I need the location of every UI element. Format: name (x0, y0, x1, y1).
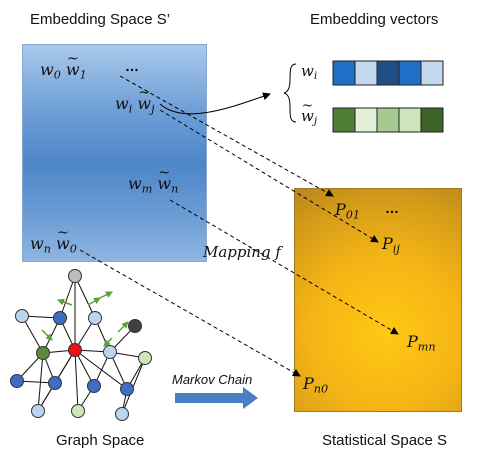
graph-node-lg1 (138, 351, 152, 365)
graph-space-title: Graph Space (56, 432, 145, 449)
graph-edge-17 (74, 349, 79, 412)
vector-wj-cell-4 (420, 107, 444, 133)
vector-wj-cell-2 (376, 107, 400, 133)
embedding-dots: … (125, 58, 139, 74)
graph-node-top (68, 269, 82, 283)
graph-edge-7 (74, 317, 96, 351)
graph-node-bl3 (87, 379, 101, 393)
embedding-label-w0-w1: w0 w1 (40, 51, 87, 82)
graph-edge-10 (42, 349, 76, 354)
graph-edge-22 (93, 351, 111, 387)
graph-edge-19 (74, 349, 128, 390)
graph-node-bl1 (10, 374, 24, 388)
graph-edge-23 (126, 357, 146, 390)
embedding-space-title: Embedding Space S’ (30, 11, 171, 28)
statistical-space-title: Statistical Space S (322, 432, 448, 449)
embedding-label-wi-wj: wi wj (115, 85, 155, 116)
graph-edges (16, 275, 146, 415)
graph-edge-13 (37, 352, 44, 412)
vector-brace (283, 63, 297, 123)
vector-wi-cell-1 (354, 60, 378, 86)
mapping-label: Mapping f (203, 243, 281, 261)
graph-node-l1 (53, 311, 67, 325)
graph-edge-9 (109, 325, 136, 353)
vector-wi-cells (332, 60, 444, 86)
graph-node-red (68, 343, 82, 357)
graph-flow-arrow-3 (117, 321, 129, 333)
vector-wi-cell-3 (398, 60, 422, 86)
markov-chain-arrow (175, 387, 258, 409)
graph-edge-11 (16, 352, 44, 382)
stat-label-p01: P01 (335, 200, 361, 222)
graph-edge-3 (21, 315, 44, 354)
graph-flow-arrows (41, 291, 129, 347)
vector-label-wi: wi (301, 62, 318, 83)
graph-nodes (10, 269, 152, 421)
graph-node-lbb (31, 404, 45, 418)
graph-edge-27 (77, 385, 95, 412)
graph-flow-arrow-2 (41, 329, 53, 341)
graph-flow-arrow-4 (103, 337, 113, 347)
graph-edge-4 (21, 315, 61, 319)
vector-wi-cell-4 (420, 60, 444, 86)
embedding-vectors-title: Embedding vectors (310, 11, 439, 28)
graph-flow-arrow-0 (57, 298, 73, 306)
graph-node-tl (15, 309, 29, 323)
graph-flow-arrow-1 (87, 297, 101, 306)
embedding-label-wm-wn: wm wn (128, 165, 178, 196)
graph-node-gn (36, 346, 50, 360)
graph-node-bl2 (48, 376, 62, 390)
stat-label-pn0: Pn0 (303, 374, 329, 396)
graph-edge-21 (109, 351, 128, 390)
graph-edge-14 (74, 349, 111, 353)
vector-wj-cell-1 (354, 107, 378, 133)
graph-edge-20 (109, 351, 146, 359)
graph-edge-0 (59, 275, 76, 319)
vector-wi-cell-0 (332, 60, 356, 86)
graph-edge-6 (59, 317, 76, 351)
graph-node-lb1 (103, 345, 117, 359)
vector-wj-cells (332, 107, 444, 133)
vector-wj-cell-3 (398, 107, 422, 133)
graph-node-lgb (71, 404, 85, 418)
vector-label-wj: wj (301, 98, 317, 127)
graph-node-m1 (88, 311, 102, 325)
graph-edge-2 (74, 275, 96, 319)
graph-node-bl4 (120, 382, 134, 396)
graph-edge-16 (74, 349, 95, 387)
graph-node-lbb2 (115, 407, 129, 421)
graph-edge-15 (54, 349, 76, 384)
markov-chain-label: Markov Chain (172, 372, 253, 387)
mapping-arrow-w0-pn0 (79, 249, 301, 377)
graph-edge-5 (42, 317, 61, 354)
embedding-label-wn-w0: wn w0 (30, 225, 77, 256)
graph-edge-25 (16, 380, 56, 384)
graph-edge-18 (37, 349, 76, 412)
graph-edge-24 (121, 357, 146, 415)
graph-flow-arrow-5 (99, 291, 113, 299)
stat-dots: … (385, 200, 399, 216)
graph-edge-26 (37, 382, 56, 412)
stat-label-pmn: Pmn (407, 332, 436, 354)
vector-wi-cell-2 (376, 60, 400, 86)
graph-edge-12 (42, 352, 56, 384)
graph-edge-8 (94, 317, 111, 353)
graph-node-dk (128, 319, 142, 333)
vector-wj-cell-0 (332, 107, 356, 133)
stat-label-pij: Pij (382, 234, 400, 256)
graph-edge-28 (121, 388, 128, 415)
